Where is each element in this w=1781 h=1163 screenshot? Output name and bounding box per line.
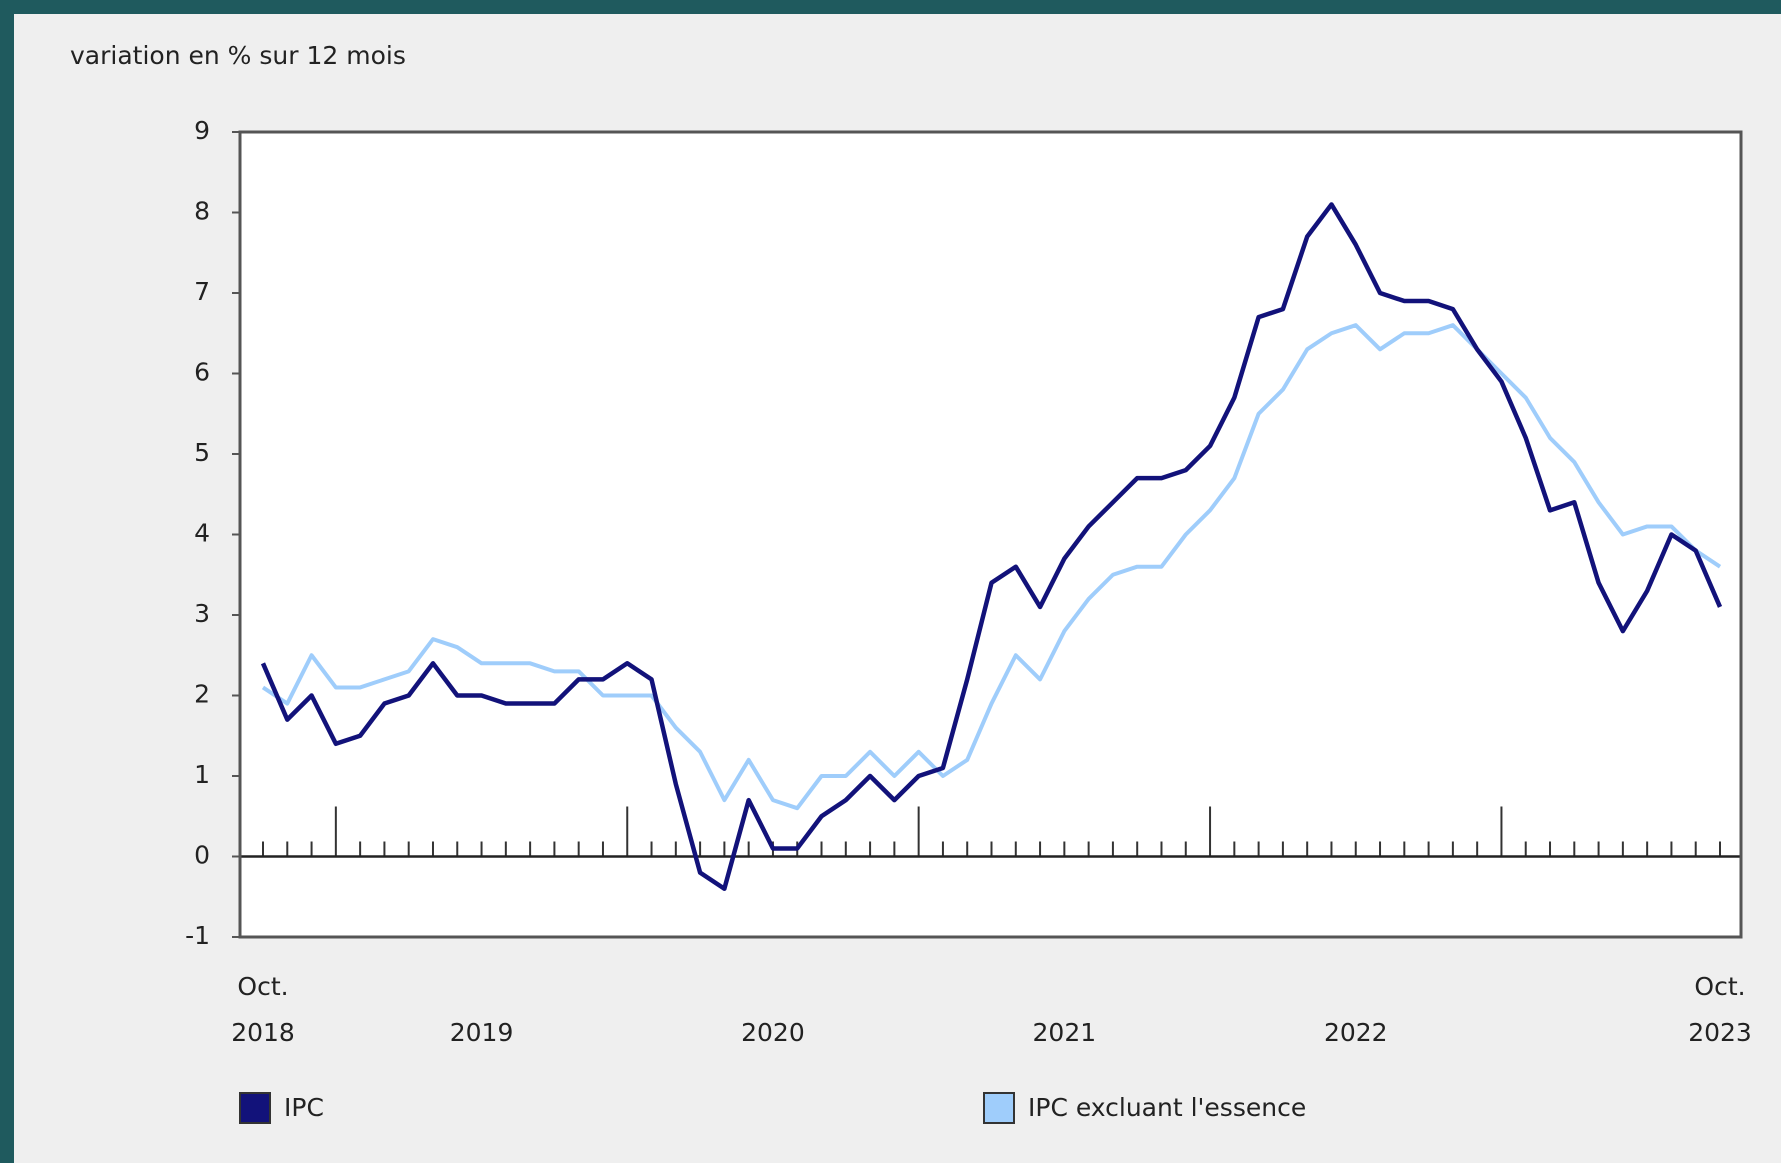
- series-line: [260, 202, 1723, 891]
- plot-border: [238, 130, 1743, 939]
- legend-label: IPC excluant l'essence: [1028, 1093, 1306, 1122]
- y-tick-label: 4: [194, 519, 210, 548]
- x-label-year: 2023: [1688, 1018, 1752, 1047]
- x-label-month: Oct.: [1694, 972, 1745, 1001]
- y-tick-label: 8: [194, 197, 210, 226]
- y-tick-label: 1: [194, 760, 210, 789]
- legend-label: IPC: [284, 1093, 324, 1122]
- legend-swatch: [239, 1092, 271, 1124]
- y-tick-label: 9: [194, 116, 210, 145]
- y-axis-label: variation en % sur 12 mois: [70, 41, 406, 70]
- x-label-year: 2018: [231, 1018, 295, 1047]
- y-tick-label: 3: [194, 599, 210, 628]
- y-tick-label: 0: [194, 841, 210, 870]
- y-tick-label: 7: [194, 277, 210, 306]
- x-label-month: Oct.: [237, 972, 288, 1001]
- legend-swatch: [983, 1092, 1015, 1124]
- x-label-year: 2020: [741, 1018, 805, 1047]
- y-tick-label: 6: [194, 358, 210, 387]
- y-tick-label: 2: [194, 680, 210, 709]
- x-label-year: 2022: [1324, 1018, 1388, 1047]
- plot-area: [240, 132, 1741, 937]
- y-tick-label: -1: [185, 921, 210, 950]
- y-tick-label: 5: [194, 438, 210, 467]
- x-label-year: 2019: [450, 1018, 514, 1047]
- x-label-year: 2021: [1033, 1018, 1097, 1047]
